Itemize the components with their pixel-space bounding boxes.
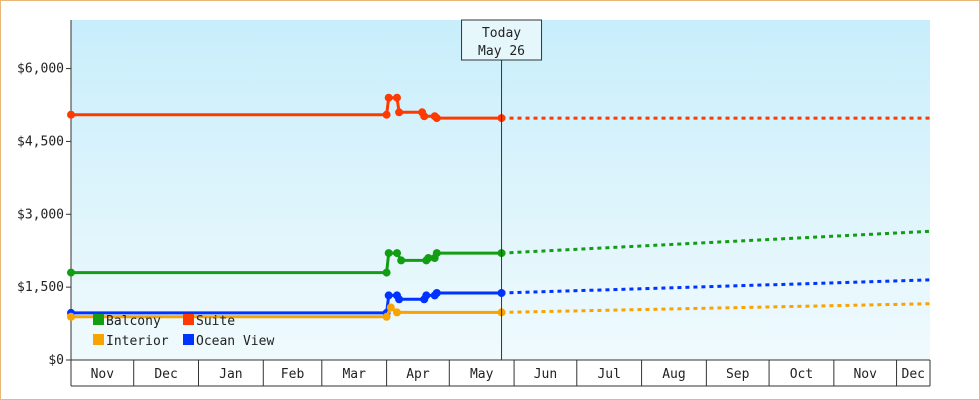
data-point	[382, 312, 391, 321]
today-box	[461, 19, 543, 61]
legend-swatch	[183, 334, 194, 345]
y-tick-label: $0	[48, 353, 64, 368]
legend-item: Interior	[93, 334, 169, 349]
data-point	[384, 93, 393, 102]
month-label: Nov	[91, 367, 115, 382]
data-point	[422, 291, 431, 300]
month-label: Mar	[342, 367, 366, 382]
data-point	[393, 249, 401, 258]
legend-label: Interior	[106, 334, 169, 349]
month-label: Jul	[597, 367, 620, 382]
data-point	[432, 249, 441, 258]
data-point	[393, 308, 401, 317]
month-label: Nov	[853, 367, 877, 382]
data-point	[384, 249, 393, 258]
legend-swatch	[183, 314, 194, 325]
legend-item: Ocean View	[183, 334, 274, 349]
month-label: Jun	[534, 367, 557, 382]
month-label: Dec	[902, 367, 925, 382]
data-point	[384, 291, 393, 300]
data-point	[395, 108, 404, 117]
data-point	[67, 268, 75, 277]
y-tick-label: $1,500	[17, 280, 64, 295]
month-label: Dec	[154, 367, 177, 382]
data-point	[67, 312, 75, 321]
y-tick-label: $4,500	[17, 134, 64, 149]
series-interior	[67, 302, 931, 321]
month-label: Sep	[726, 367, 750, 382]
month-label: Jan	[219, 367, 242, 382]
data-point	[420, 112, 429, 121]
month-label: Feb	[281, 367, 305, 382]
month-label: May	[470, 367, 494, 382]
legend-item: Balcony	[93, 314, 161, 329]
data-point	[424, 254, 433, 262]
today-label: Today	[482, 26, 521, 41]
legend-label: Ocean View	[196, 334, 274, 349]
data-point	[382, 110, 391, 119]
data-point	[382, 268, 391, 277]
month-label: Oct	[790, 367, 813, 382]
y-tick-label: $6,000	[17, 62, 64, 77]
today-date: May 26	[478, 44, 525, 59]
legend-label: Balcony	[106, 314, 161, 329]
data-point	[432, 114, 441, 123]
month-label: Apr	[406, 367, 430, 382]
month-label: Aug	[662, 367, 685, 382]
data-point	[395, 295, 404, 304]
y-tick-label: $3,000	[17, 207, 64, 222]
data-point	[67, 110, 75, 119]
data-point	[393, 93, 401, 102]
plot-area	[71, 20, 930, 360]
series-suite	[67, 93, 930, 123]
data-point	[397, 256, 406, 265]
legend-item: Suite	[183, 314, 235, 329]
legend-swatch	[93, 314, 104, 325]
legend-label: Suite	[196, 314, 235, 329]
data-point	[386, 303, 395, 312]
legend-swatch	[93, 334, 104, 345]
data-point	[432, 289, 441, 297]
